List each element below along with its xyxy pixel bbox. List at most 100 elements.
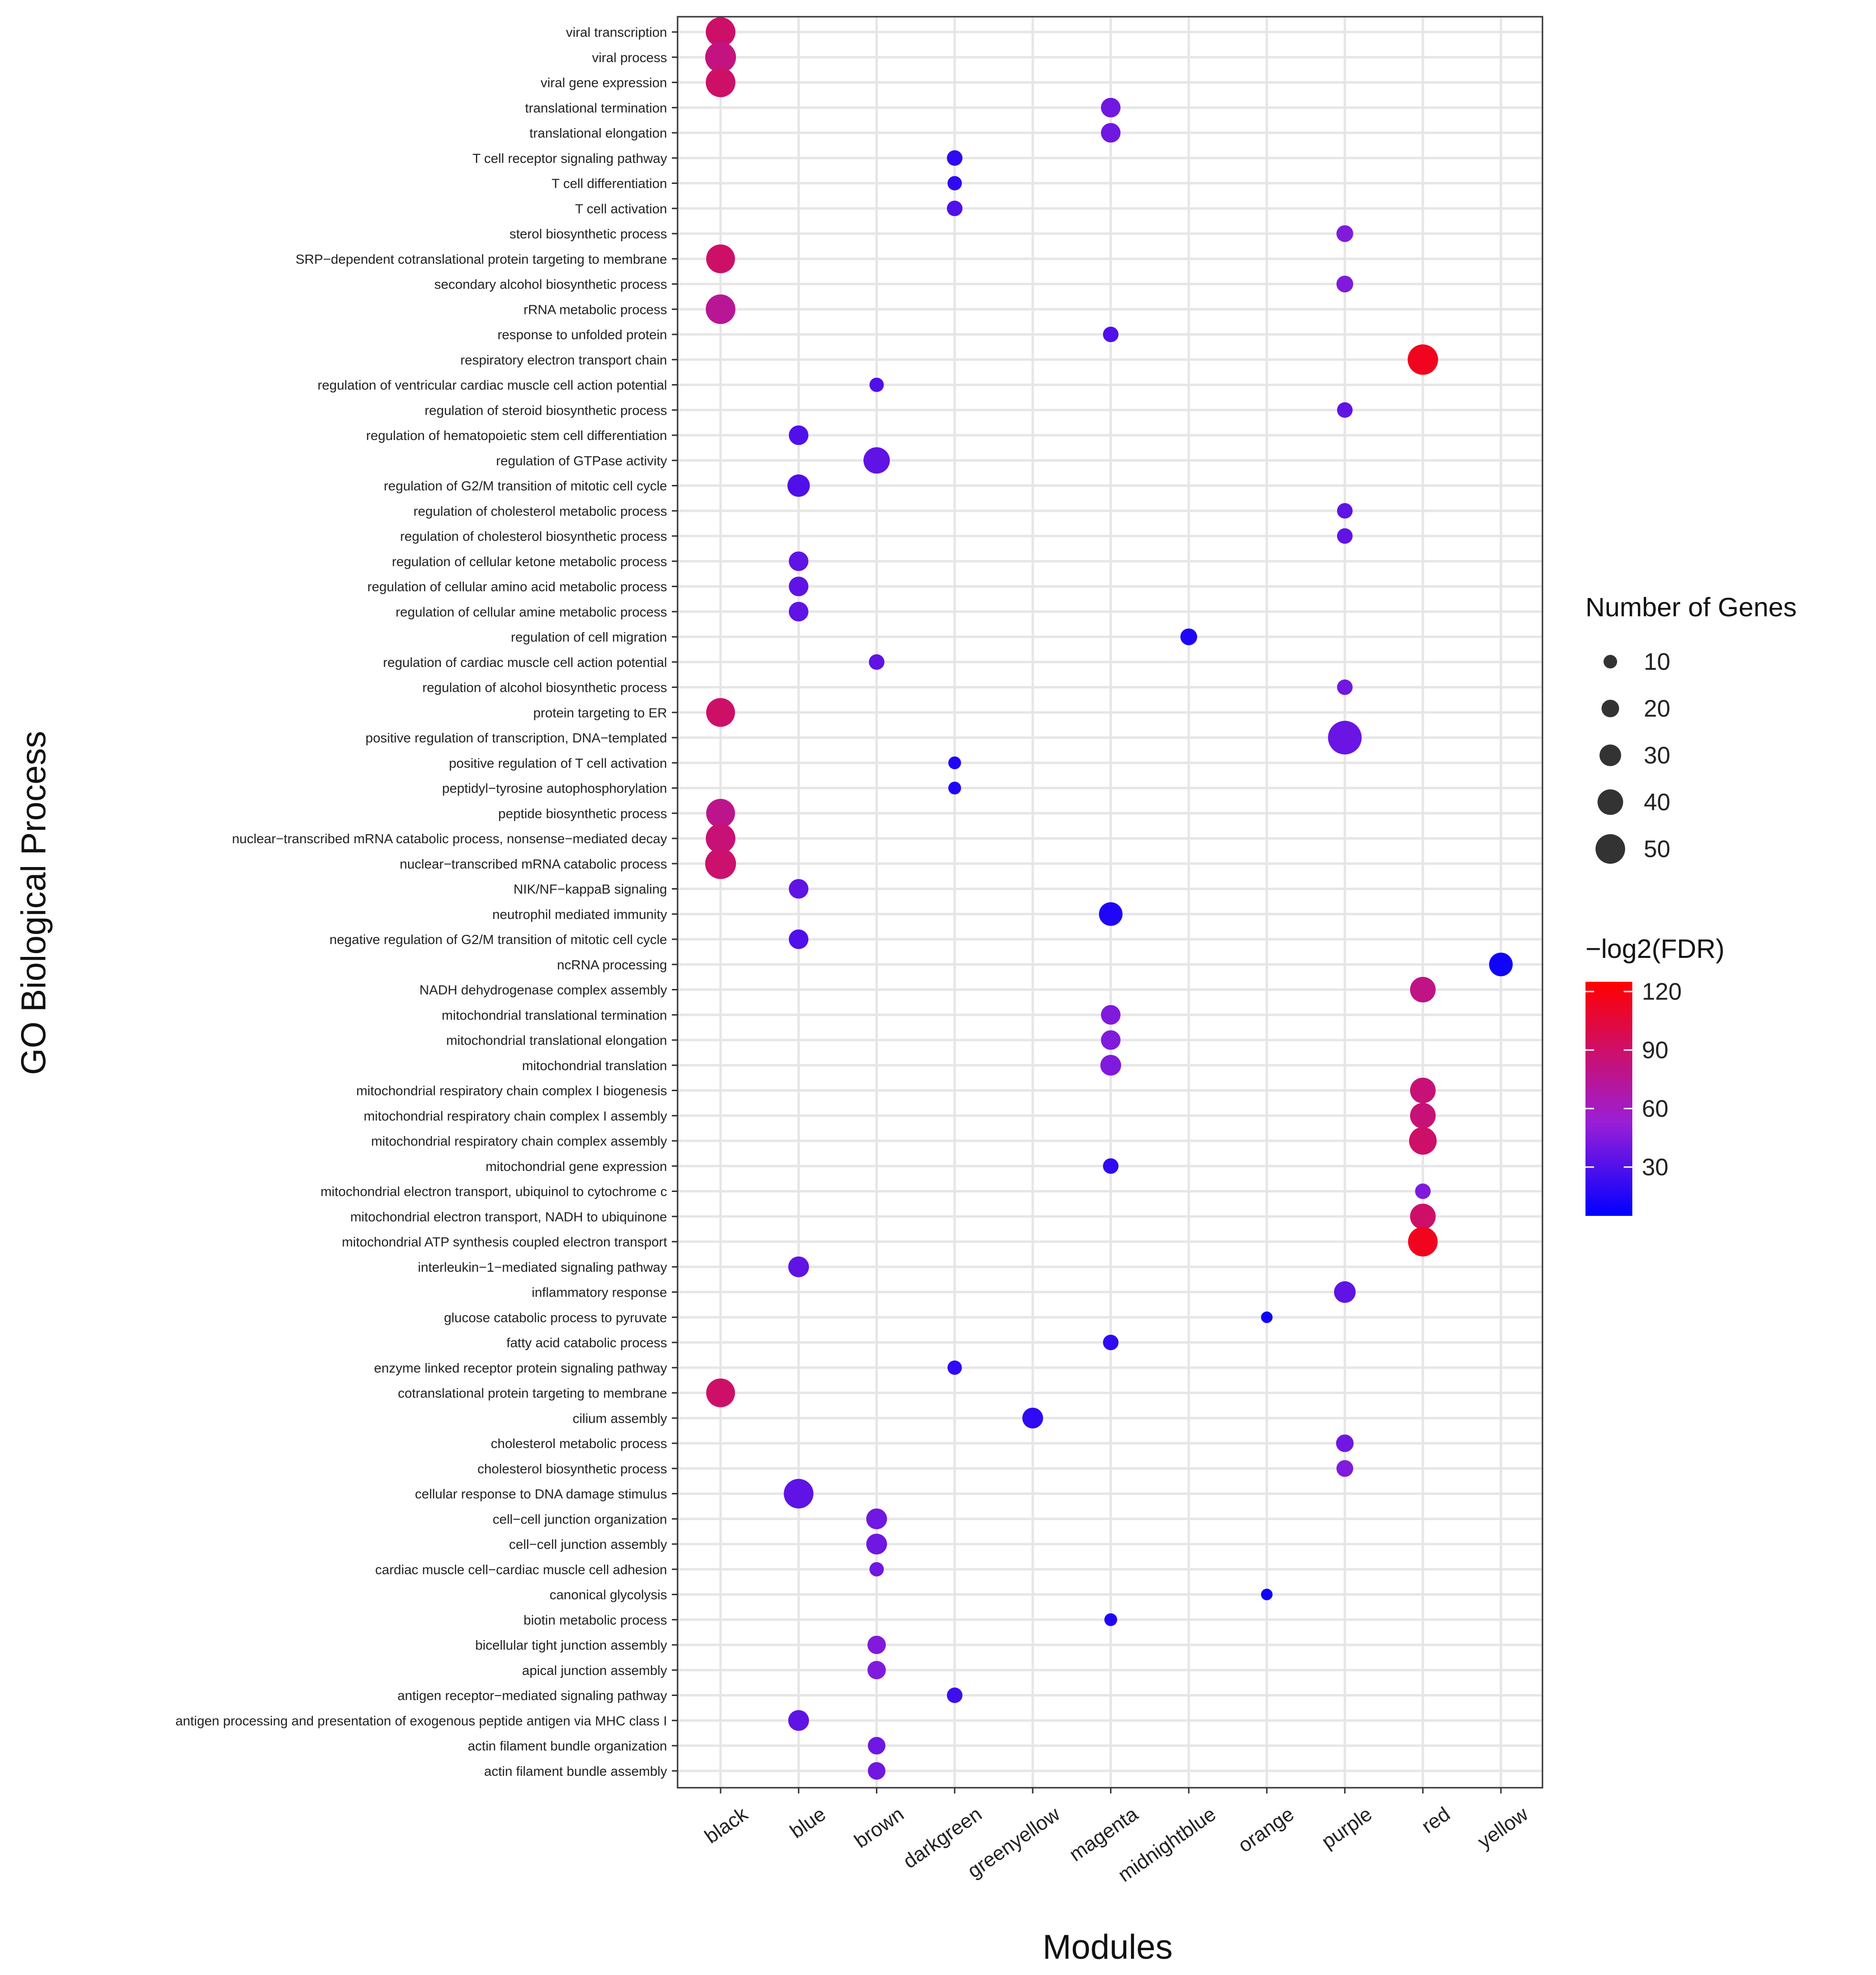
y-tick-label: bicellular tight junction assembly <box>475 1638 667 1653</box>
y-tick-label: cell−cell junction assembly <box>509 1537 667 1552</box>
data-point <box>1410 977 1436 1003</box>
y-tick-label: regulation of cholesterol metabolic proc… <box>413 504 667 518</box>
color-legend-label: 90 <box>1642 1037 1669 1063</box>
data-point <box>1104 1613 1117 1626</box>
data-point <box>784 1479 814 1509</box>
data-point <box>1336 275 1353 293</box>
y-tick-label: enzyme linked receptor protein signaling… <box>374 1361 667 1375</box>
x-tick-label: black <box>701 1802 752 1847</box>
data-point <box>863 447 890 474</box>
y-tick-label: positive regulation of transcription, DN… <box>366 730 667 745</box>
data-point <box>1261 1311 1273 1323</box>
data-point <box>869 654 884 670</box>
y-tick-label: actin filament bundle organization <box>468 1739 667 1753</box>
y-tick-label: viral transcription <box>566 25 667 40</box>
x-tick-label: purple <box>1317 1803 1376 1853</box>
y-tick-label: cholesterol biosynthetic process <box>477 1461 667 1476</box>
data-point <box>866 1534 887 1555</box>
size-legend-label: 40 <box>1644 789 1671 816</box>
y-axis-ticks: viral transcription viral process viral ge… <box>175 25 678 1779</box>
data-point <box>787 474 810 497</box>
y-tick-label: mitochondrial electron transport, NADH t… <box>350 1209 667 1224</box>
data-point <box>1489 953 1513 977</box>
data-point <box>868 1762 885 1780</box>
data-point <box>1407 344 1438 375</box>
plot-panel <box>677 16 1543 1789</box>
y-tick-label: NADH dehydrogenase complex assembly <box>420 983 667 998</box>
data-point <box>1100 1054 1121 1076</box>
y-tick-label: antigen processing and presentation of e… <box>175 1713 667 1728</box>
data-point <box>706 1378 735 1407</box>
size-legend-dot <box>1601 699 1619 718</box>
size-legend: Number of Genes 10 20 30 40 50 <box>1585 592 1797 864</box>
x-tick-label: orange <box>1234 1803 1298 1857</box>
y-tick-label: regulation of cholesterol biosynthetic p… <box>400 529 667 544</box>
y-tick-label: positive regulation of T cell activation <box>449 756 667 771</box>
size-legend-title: Number of Genes <box>1585 592 1797 622</box>
size-legend-label: 10 <box>1644 648 1671 675</box>
size-legend-label: 20 <box>1644 695 1671 722</box>
data-point <box>867 1661 886 1679</box>
data-point <box>1409 1127 1437 1155</box>
x-tick-label: blue <box>786 1803 830 1843</box>
y-axis-title: GO Biological Process <box>15 731 53 1075</box>
data-point <box>947 1360 962 1375</box>
y-tick-label: SRP−dependent cotranslational protein ta… <box>296 252 668 267</box>
color-legend-bar <box>1585 982 1632 1216</box>
y-tick-label: apical junction assembly <box>522 1663 668 1678</box>
y-tick-label: respiratory electron transport chain <box>460 353 667 367</box>
y-tick-label: T cell receptor signaling pathway <box>473 151 667 166</box>
data-point <box>947 176 962 191</box>
color-legend-label: 120 <box>1642 978 1682 1005</box>
data-point <box>788 1256 809 1277</box>
y-tick-label: nuclear−transcribed mRNA catabolic proce… <box>400 857 667 871</box>
y-tick-label: regulation of ventricular cardiac muscle… <box>318 378 668 393</box>
data-point <box>705 42 736 73</box>
y-tick-label: mitochondrial ATP synthesis coupled elec… <box>342 1234 667 1249</box>
y-tick-label: rRNA metabolic process <box>524 302 667 317</box>
y-tick-label: interleukin−1−mediated signaling pathway <box>418 1260 667 1275</box>
size-legend-label: 50 <box>1644 836 1671 862</box>
data-point <box>706 17 735 47</box>
y-tick-label: ncRNA processing <box>557 957 667 972</box>
size-legend-dot <box>1596 834 1625 864</box>
y-tick-label: T cell activation <box>575 201 667 216</box>
y-tick-label: fatty acid catabolic process <box>507 1335 667 1350</box>
size-legend-label: 30 <box>1644 742 1671 769</box>
size-legend-dot <box>1597 789 1623 815</box>
x-tick-label: brown <box>850 1803 908 1852</box>
y-tick-label: cilium assembly <box>572 1411 667 1426</box>
data-point <box>1261 1589 1273 1600</box>
y-tick-label: actin filament bundle assembly <box>484 1764 667 1779</box>
y-tick-label: cotranslational protein targeting to mem… <box>398 1386 667 1401</box>
y-tick-label: regulation of G2/M transition of mitotic… <box>384 479 667 494</box>
y-tick-label: T cell differentiation <box>551 176 667 191</box>
y-tick-label: viral process <box>592 50 667 65</box>
y-tick-label: canonical glycolysis <box>550 1588 667 1602</box>
color-legend-label: 60 <box>1642 1095 1669 1122</box>
data-point <box>1180 628 1197 645</box>
y-tick-label: mitochondrial translational elongation <box>446 1033 667 1048</box>
y-tick-label: mitochondrial respiratory chain complex … <box>364 1108 667 1123</box>
y-tick-label: regulation of cellular amino acid metabo… <box>367 580 667 594</box>
data-point <box>1337 679 1353 695</box>
y-tick-label: translational termination <box>525 100 667 115</box>
data-point <box>788 1710 809 1731</box>
data-point <box>869 1562 884 1577</box>
x-axis-title: Modules <box>1043 1928 1173 1966</box>
y-tick-label: regulation of hematopoietic stem cell di… <box>366 428 667 443</box>
data-point <box>869 377 884 392</box>
y-tick-label: regulation of GTPase activity <box>496 453 667 468</box>
data-point <box>706 799 735 828</box>
data-point <box>706 824 735 853</box>
y-tick-label: inflammatory response <box>532 1285 667 1300</box>
y-tick-label: cell−cell junction organization <box>493 1512 667 1526</box>
y-tick-label: response to unfolded protein <box>497 327 667 342</box>
y-tick-label: mitochondrial respiratory chain complex … <box>356 1084 667 1098</box>
size-legend-dot <box>1599 744 1621 766</box>
y-tick-label: cardiac muscle cell−cardiac muscle cell … <box>375 1562 667 1577</box>
data-points <box>705 17 1513 1780</box>
data-point <box>1101 123 1121 143</box>
color-legend: −log2(FDR) 30 60 90 120 <box>1585 934 1725 1216</box>
